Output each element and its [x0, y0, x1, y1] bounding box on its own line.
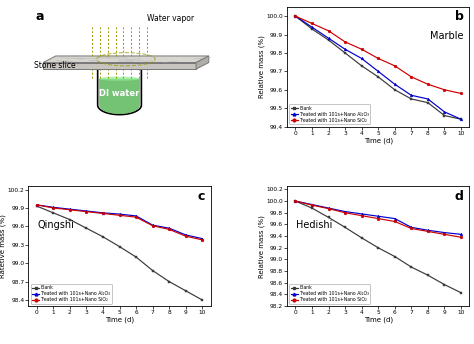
- X-axis label: Time (d): Time (d): [364, 317, 393, 323]
- X-axis label: Time (d): Time (d): [364, 137, 393, 144]
- Text: d: d: [455, 190, 464, 203]
- Y-axis label: Relative mass (%): Relative mass (%): [258, 215, 265, 278]
- Y-axis label: Relative mass (%): Relative mass (%): [258, 35, 265, 98]
- Polygon shape: [99, 79, 140, 114]
- Text: b: b: [455, 10, 464, 23]
- Polygon shape: [98, 64, 141, 115]
- Text: DI water: DI water: [100, 88, 140, 98]
- Ellipse shape: [99, 77, 140, 81]
- Y-axis label: Ratetive mass (%): Ratetive mass (%): [0, 214, 6, 278]
- Text: Hedishi: Hedishi: [296, 220, 333, 230]
- Polygon shape: [196, 56, 209, 69]
- X-axis label: Time (d): Time (d): [105, 317, 134, 323]
- Legend: Blank, Treated with 101s+Nano Al₂O₃, Treated with 101s+Nano SiO₂: Blank, Treated with 101s+Nano Al₂O₃, Tre…: [290, 104, 370, 124]
- Text: c: c: [198, 190, 205, 203]
- Text: a: a: [36, 10, 44, 23]
- Text: Water vapor: Water vapor: [147, 14, 194, 23]
- Polygon shape: [43, 56, 209, 63]
- Text: Qingshi: Qingshi: [37, 220, 74, 230]
- Text: Marble: Marble: [430, 31, 464, 41]
- Legend: Blank, Treated with 101s+Nano Al₂O₃, Treated with 101s+Nano SiO₂: Blank, Treated with 101s+Nano Al₂O₃, Tre…: [31, 284, 112, 304]
- Text: Stone slice: Stone slice: [34, 61, 75, 70]
- Legend: Blank, Treated with 101s+Nano Al₂O₃, Treated with 101s+Nano SiO₂: Blank, Treated with 101s+Nano Al₂O₃, Tre…: [290, 284, 370, 304]
- Polygon shape: [43, 63, 196, 69]
